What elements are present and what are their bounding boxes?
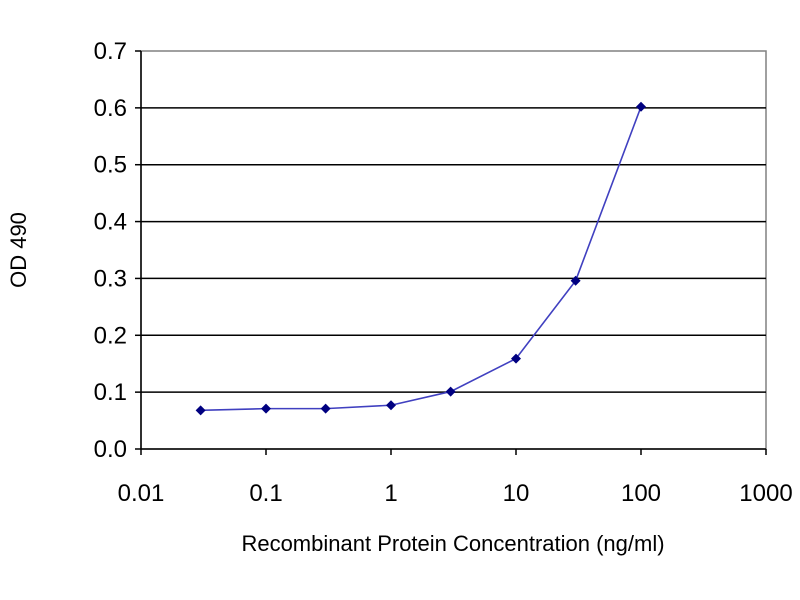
grid-lines — [141, 107, 766, 393]
y-tick-label-7: 0.7 — [94, 38, 127, 65]
y-tick-label-1: 0.1 — [94, 379, 127, 406]
x-tick-label-5: 1000 — [739, 480, 792, 507]
y-tick-label-0: 0.0 — [94, 436, 127, 463]
x-tick-label-3: 10 — [503, 480, 530, 507]
data-point-5 — [511, 353, 521, 364]
y-tick-label-4: 0.4 — [94, 209, 127, 236]
data-series — [195, 101, 646, 416]
data-point-6 — [570, 275, 581, 286]
y-tick-label-5: 0.5 — [94, 152, 127, 179]
x-tick-label-4: 100 — [621, 480, 661, 507]
data-point-0 — [195, 405, 206, 416]
y-tick-label-2: 0.2 — [94, 322, 127, 349]
tick-labels: 0.0 0.1 0.2 0.3 0.4 0.5 0.6 0.7 0.01 0.1 1 10 100 100… — [94, 38, 793, 507]
data-point-4 — [445, 386, 456, 397]
y-tick-label-3: 0.3 — [94, 265, 127, 292]
data-point-3 — [386, 400, 396, 411]
x-tick-label-2: 1 — [384, 480, 397, 507]
data-point-1 — [261, 403, 271, 414]
plot-area — [140, 50, 767, 450]
x-tick-label-0: 0.01 — [118, 480, 165, 507]
data-point-7 — [636, 101, 646, 112]
y-axis-title: OD 490 — [6, 212, 31, 288]
axes — [135, 50, 767, 455]
y-tick-label-6: 0.6 — [94, 95, 127, 122]
series-line-0 — [200, 106, 642, 412]
x-tick-label-1: 0.1 — [249, 480, 282, 507]
data-point-2 — [320, 403, 331, 414]
x-axis-title: Recombinant Protein Concentration (ng/ml… — [241, 531, 664, 556]
